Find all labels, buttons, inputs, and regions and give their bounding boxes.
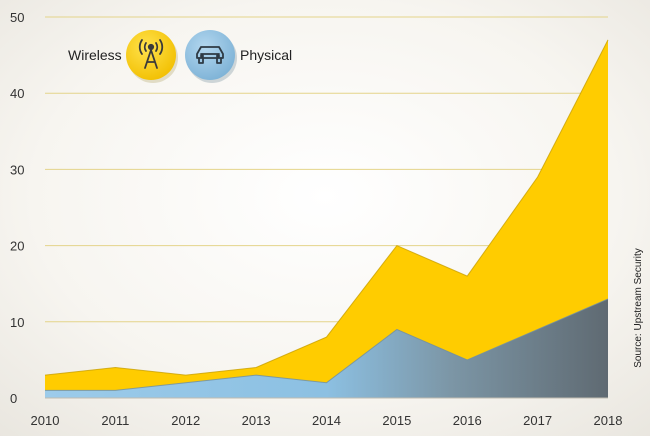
area-wireless	[45, 39, 608, 399]
x-tick-label: 2013	[242, 413, 271, 428]
y-tick-label: 50	[10, 10, 24, 25]
x-tick-label: 2010	[31, 413, 60, 428]
series-areas	[44, 39, 609, 399]
x-tick-label: 2014	[312, 413, 341, 428]
x-tick-label: 2016	[453, 413, 482, 428]
line-physical	[45, 298, 609, 391]
x-tick-label: 2017	[523, 413, 552, 428]
x-tick-label: 2015	[382, 413, 411, 428]
y-tick-label: 10	[10, 315, 24, 330]
radio-tower-icon	[126, 30, 178, 83]
y-tick-label: 30	[10, 162, 24, 177]
legend-label-physical: Physical	[240, 47, 292, 63]
car-icon	[185, 30, 237, 83]
y-tick-label: 0	[10, 391, 17, 406]
x-axis: 2010 2011 2012 2013 2014 2015 2016 2017 2018	[31, 397, 623, 428]
source-note: Source: Upstream Security	[633, 248, 644, 368]
area-physical	[45, 298, 608, 398]
x-tick-label: 2018	[594, 413, 623, 428]
x-tick-label: 2012	[171, 413, 200, 428]
legend-label-wireless: Wireless	[68, 47, 122, 63]
y-tick-label: 40	[10, 86, 24, 101]
y-axis: 0 10 20 30 40 50	[10, 10, 24, 406]
legend: Wireless	[68, 30, 292, 83]
x-tick-label: 2011	[101, 413, 129, 428]
y-tick-label: 20	[10, 239, 24, 254]
line-wireless	[44, 39, 609, 376]
